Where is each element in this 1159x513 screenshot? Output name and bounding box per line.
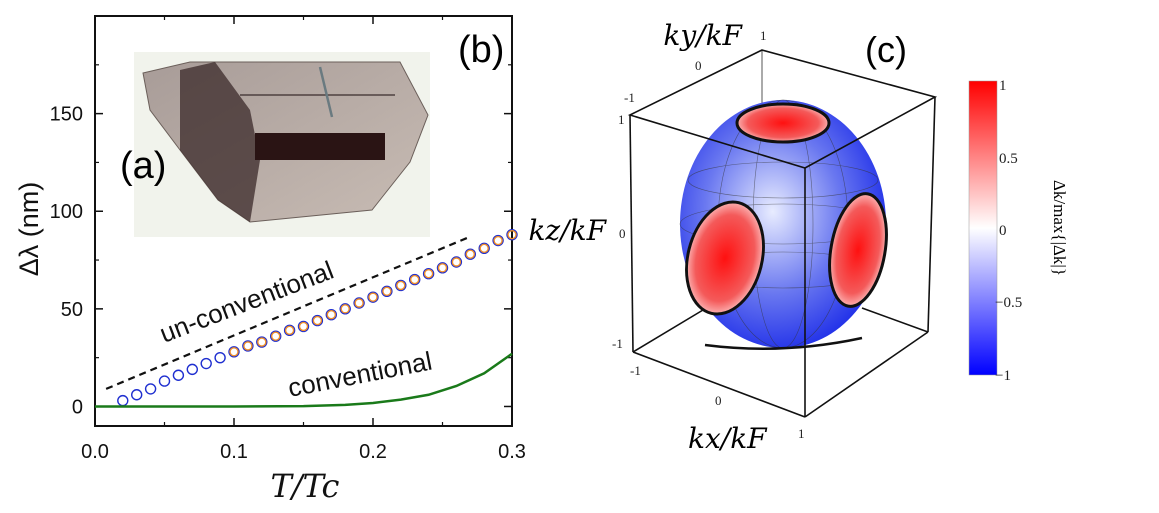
data-point-orange: [493, 235, 503, 246]
y-tick-label: 50: [61, 299, 83, 321]
data-point-orange: [243, 341, 253, 351]
colorbar: [968, 80, 998, 376]
data-point-blue: [242, 340, 254, 352]
y-tick-label: 0: [72, 396, 83, 418]
data-point-blue: [214, 351, 226, 364]
panel-label-c: (c): [865, 29, 907, 70]
annotation-unconventional: un-conventional: [155, 255, 337, 349]
kz-axis-label: kz/kF: [528, 214, 607, 247]
data-point-blue: [450, 256, 463, 268]
kz-tick-neg1: -1: [612, 336, 623, 351]
data-point-orange: [451, 257, 462, 267]
data-point-blue: [297, 320, 310, 333]
kx-tick-1: 1: [798, 426, 805, 441]
data-point-orange: [326, 310, 336, 320]
colorbar-tick: −0.5: [995, 295, 1022, 311]
ky-tick-neg1: -1: [624, 90, 635, 105]
axis-ticks: 0.0 0.1 0.2 0.3 0 50 100 150: [50, 16, 526, 463]
data-point-orange: [382, 286, 392, 296]
crystal-dark-bar: [255, 133, 385, 160]
data-point-blue: [436, 262, 449, 274]
conventional-curve: [95, 352, 513, 408]
data-point-blue: [409, 273, 421, 286]
data-point-orange: [257, 337, 267, 347]
ky-tick-1: 1: [760, 28, 767, 43]
unconventional-line: [105, 235, 471, 390]
colorbar-label: Δk/max{|Δk|}: [1050, 180, 1069, 276]
data-point-orange: [312, 315, 323, 326]
data-point-orange: [465, 249, 475, 259]
kx-tick-neg1: -1: [630, 363, 641, 378]
colorbar-ticks: 1 0.5 0 −0.5 −1: [995, 78, 1022, 384]
data-point-orange: [410, 274, 420, 285]
kx-axis-label: kx/kF: [688, 422, 768, 455]
data-point-blue: [339, 303, 351, 315]
data-point-blue: [478, 242, 490, 255]
data-point-blue: [492, 234, 504, 247]
annotation-conventional: conventional: [285, 346, 434, 403]
colorbar-tick: −1: [995, 368, 1011, 384]
panel-c-sphere: 1 0 -1 1 0 -1 -1 0 1 ky/kF kz/kF kx/kF (…: [528, 19, 1069, 455]
data-point-blue: [353, 297, 365, 309]
data-point-blue: [270, 330, 282, 342]
data-point-blue: [256, 336, 268, 348]
data-point-orange: [507, 229, 517, 240]
colorbar-tick: 0.5: [999, 151, 1018, 167]
gap-lobe-left: [685, 200, 765, 316]
data-point-blue: [158, 375, 171, 387]
x-tick-label: 0.3: [498, 441, 526, 463]
data-point-orange: [229, 347, 239, 357]
ky-tick-0: 0: [695, 58, 702, 73]
data-point-blue: [130, 389, 143, 401]
data-marks: [95, 228, 518, 408]
data-point-blue: [144, 383, 157, 395]
data-point-blue: [117, 394, 129, 407]
panel-label-b: (b): [458, 29, 504, 71]
crystal-photo: [134, 52, 430, 237]
data-point-orange: [354, 298, 364, 308]
kz-tick-0: 0: [619, 226, 626, 241]
y-tick-label: 100: [50, 201, 83, 223]
colorbar-tick: 1: [999, 78, 1007, 94]
x-tick-label: 0.1: [220, 441, 248, 463]
y-tick-label: 150: [50, 104, 83, 126]
bounding-box: [627, 49, 938, 418]
ky-axis-label: ky/kF: [663, 19, 743, 52]
data-point-blue: [325, 309, 337, 321]
data-point-blue: [200, 357, 212, 370]
data-point-blue: [381, 285, 393, 297]
data-point-orange: [479, 243, 489, 254]
data-point-orange: [368, 292, 378, 302]
colorbar-tick: 0: [999, 223, 1007, 239]
x-axis-label: T/Tc: [271, 467, 340, 505]
data-point-orange: [271, 331, 281, 341]
data-point-blue: [283, 324, 296, 337]
gap-lobe-right: [828, 192, 888, 308]
data-point-blue: [228, 346, 240, 358]
data-point-blue: [172, 369, 185, 381]
kx-tick-0: 0: [715, 393, 722, 408]
data-point-orange: [298, 321, 309, 332]
data-point-blue: [422, 268, 435, 280]
panel-label-a: (a): [120, 145, 166, 187]
panel-b-plot: 0.0 0.1 0.2 0.3 0 50 100 150 (a) (b) un-convent…: [14, 15, 526, 505]
kz-tick-1: 1: [618, 112, 625, 127]
x-tick-label: 0.0: [81, 441, 109, 463]
data-point-orange: [396, 280, 406, 291]
y-axis-label: Δλ (nm): [14, 182, 44, 277]
data-point-blue: [367, 291, 379, 303]
data-point-blue: [311, 314, 324, 327]
gap-lobe-top: [735, 102, 831, 144]
data-point-orange: [423, 269, 434, 279]
data-point-blue: [186, 363, 199, 376]
data-point-blue: [464, 248, 476, 260]
data-point-orange: [340, 304, 350, 314]
data-point-blue: [506, 228, 518, 241]
x-tick-label: 0.2: [359, 441, 387, 463]
data-point-orange: [284, 325, 295, 336]
data-point-orange: [437, 263, 448, 273]
data-point-blue: [395, 279, 407, 292]
